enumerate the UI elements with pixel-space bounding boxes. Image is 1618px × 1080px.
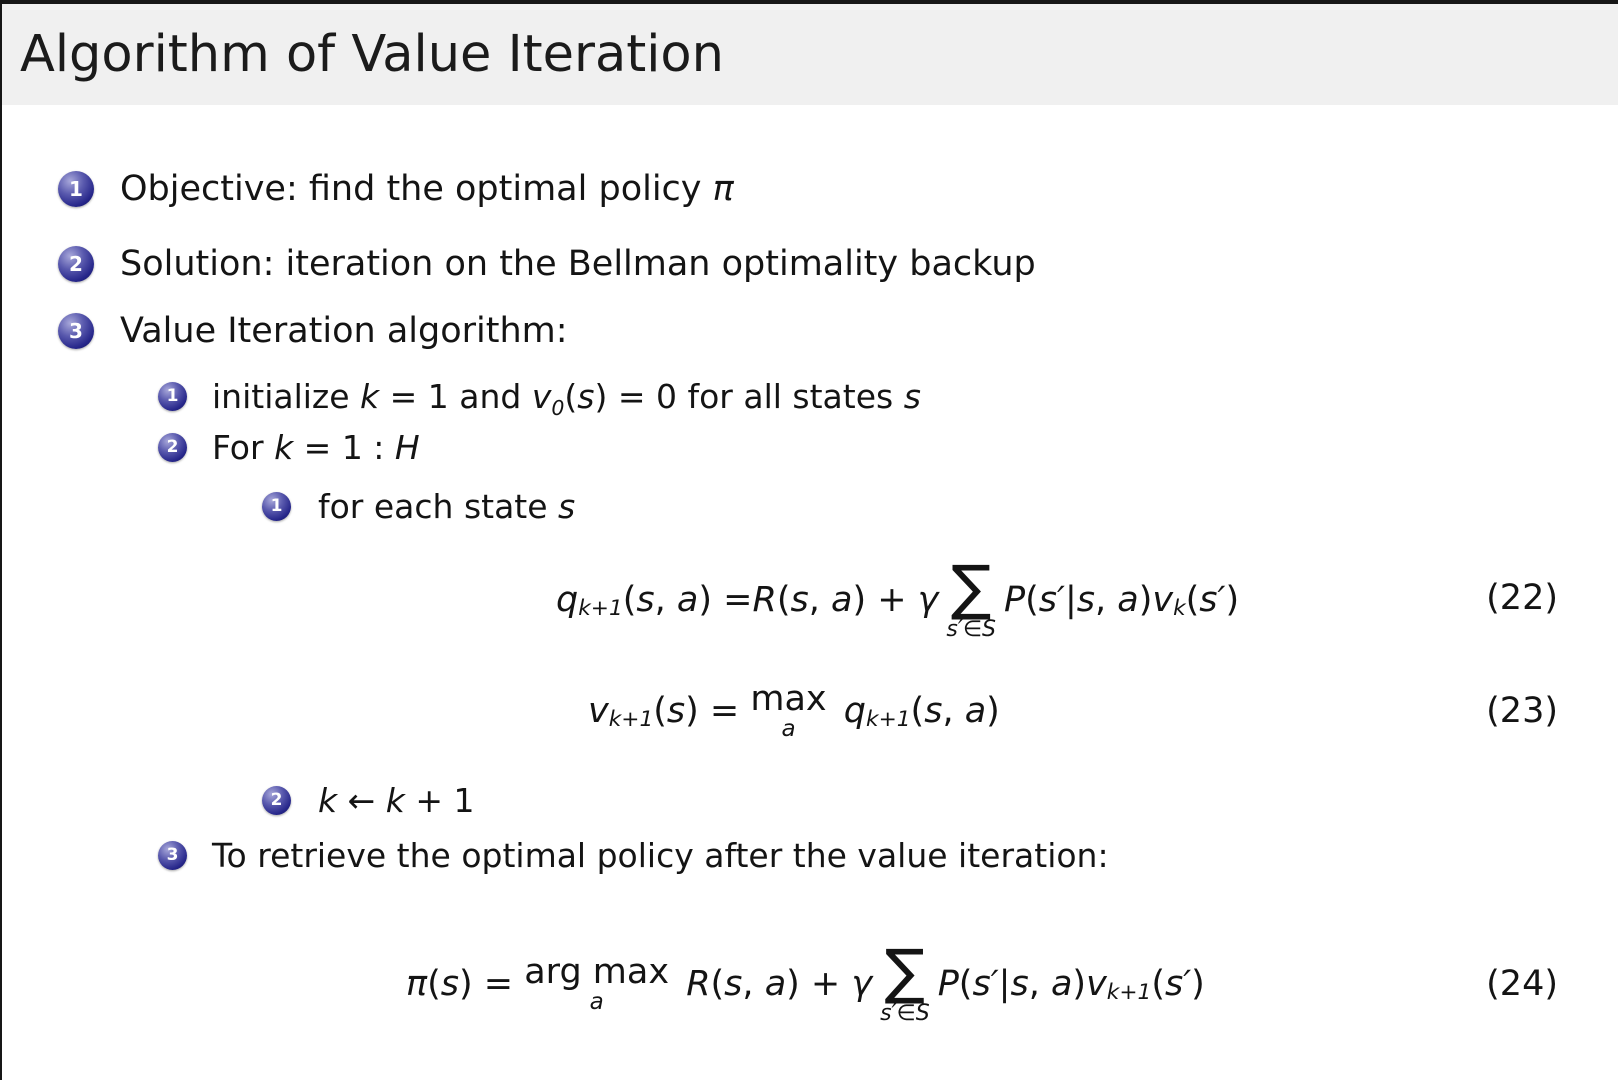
page-title: Algorithm of Value Iteration xyxy=(20,25,724,84)
sub-bullet-retrieve-policy-text: To retrieve the optimal policy after the… xyxy=(212,835,1109,875)
enumeration-ball-subsub-2: 2 xyxy=(262,785,291,815)
bullet-objective-text: Objective: find the optimal policy π xyxy=(120,169,734,209)
enumeration-ball-2: 2 xyxy=(58,246,94,282)
equation-22: q k+1(s, a) = R(s, a) + γ ∑ s′∈S P(s′ | s, a) v k… xyxy=(556,552,1240,642)
bullet-value-iteration-algorithm: 3 Value Iteration algorithm: xyxy=(58,308,568,354)
sub-bullet-initialize: 1 initialize k = 1 and v0(s) = 0 for all… xyxy=(158,374,921,421)
window-edge-top xyxy=(0,0,1618,4)
equation-22-row: q k+1(s, a) = R(s, a) + γ ∑ s′∈S P(s′ | s, a) v k… xyxy=(0,548,1618,652)
equation-23: v k+1(s) = max a q k+1(s, a) xyxy=(588,679,1000,742)
equation-number-24: (24) xyxy=(1486,964,1558,1004)
subsub-bullet-k-increment-text: k ← k + 1 xyxy=(318,780,475,820)
enumeration-ball-subsub-1: 1 xyxy=(262,491,291,521)
bullet-solution: 2 Solution: iteration on the Bellman opt… xyxy=(58,241,1036,287)
sub-bullet-for-loop: 2 For k = 1 : H xyxy=(158,425,420,469)
enumeration-ball-sub-3: 3 xyxy=(158,840,187,870)
equation-number-23: (23) xyxy=(1486,691,1558,731)
enumeration-ball-sub-2: 2 xyxy=(158,432,187,462)
equation-number-22: (22) xyxy=(1486,578,1558,618)
bullet-value-iteration-algorithm-text: Value Iteration algorithm: xyxy=(120,311,568,351)
subsub-bullet-for-each-state-text: for each state s xyxy=(318,486,576,526)
sub-bullet-retrieve-policy: 3 To retrieve the optimal policy after t… xyxy=(158,833,1109,877)
subsub-bullet-for-each-state: 1 for each state s xyxy=(262,484,575,528)
sub-bullet-initialize-text: initialize k = 1 and v0(s) = 0 for all s… xyxy=(212,376,921,421)
bullet-objective: 1 Objective: find the optimal policy π xyxy=(58,166,734,212)
equation-24-row: π(s) = arg max a R(s, a) + γ ∑ s′∈S P(s′ | s, … xyxy=(0,922,1618,1046)
sub-bullet-for-loop-text: For k = 1 : H xyxy=(212,427,420,467)
bullet-solution-text: Solution: iteration on the Bellman optim… xyxy=(120,244,1036,284)
equation-24: π(s) = arg max a R(s, a) + γ ∑ s′∈S P(s′ | s, … xyxy=(406,936,1205,1026)
enumeration-ball-3: 3 xyxy=(58,313,94,349)
equation-23-row: v k+1(s) = max a q k+1(s, a) (23) xyxy=(0,668,1618,754)
enumeration-ball-1: 1 xyxy=(58,171,94,207)
subsub-bullet-k-increment: 2 k ← k + 1 xyxy=(262,778,475,822)
window-edge-left xyxy=(0,0,2,1080)
enumeration-ball-sub-1: 1 xyxy=(158,381,187,411)
title-bar: Algorithm of Value Iteration xyxy=(0,4,1618,105)
